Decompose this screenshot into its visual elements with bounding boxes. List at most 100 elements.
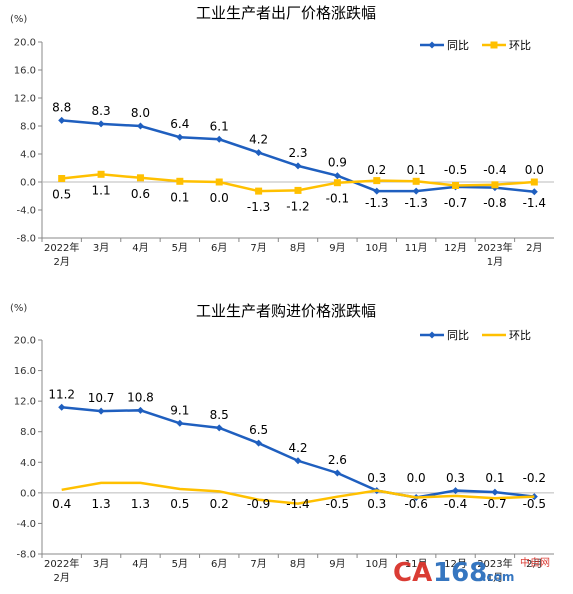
x-tick-label: 2月 (54, 572, 70, 584)
unit-label: (%) (10, 14, 27, 25)
data-label: 0.3 (446, 471, 465, 485)
x-tick-label: 2022年 (44, 241, 79, 254)
data-label: 10.7 (88, 391, 115, 405)
x-tick-label: 1月 (487, 572, 503, 584)
data-label: -1.2 (286, 199, 309, 213)
y-tick-label: 0.0 (20, 178, 36, 189)
y-tick-label: 16.0 (14, 66, 36, 77)
x-tick-label: 2月 (54, 256, 70, 268)
x-tick-label: 7月 (250, 242, 266, 254)
data-point (215, 178, 223, 186)
x-tick-label: 5月 (172, 242, 188, 254)
data-label: -0.1 (326, 192, 349, 206)
data-label: -1.4 (523, 196, 546, 210)
data-label: 0.9 (328, 156, 347, 170)
y-tick-label: -8.0 (16, 550, 36, 561)
x-tick-label: 6月 (211, 242, 227, 254)
legend-marker (490, 41, 498, 49)
data-point (255, 149, 263, 157)
data-point (97, 120, 105, 128)
data-label: -0.4 (483, 163, 506, 177)
data-point (333, 172, 341, 180)
data-point (176, 419, 184, 427)
legend-label: 同比 (447, 329, 469, 342)
data-point (530, 188, 538, 196)
data-label: -0.8 (483, 196, 506, 210)
data-point (373, 177, 381, 185)
x-tick-label: 12月 (444, 558, 467, 570)
x-tick-label: 8月 (290, 242, 306, 254)
data-label: -1.4 (286, 497, 309, 511)
data-label: 0.2 (367, 163, 386, 177)
data-point (452, 182, 460, 189)
x-tick-label: 10月 (365, 558, 388, 570)
watermark-logo: CA 168 .com 中自网 (393, 556, 550, 588)
legend-marker (428, 41, 436, 49)
data-point (491, 181, 499, 189)
data-label: 6.5 (249, 423, 268, 437)
x-tick-label: 12月 (444, 242, 467, 254)
data-point (412, 177, 420, 185)
x-tick-label: 10月 (365, 242, 388, 254)
data-point (215, 424, 223, 432)
data-label: -0.6 (404, 497, 427, 511)
data-label: 0.5 (52, 188, 71, 202)
data-label: -1.3 (404, 196, 427, 210)
data-label: -0.9 (247, 497, 270, 511)
x-tick-label: 1月 (487, 256, 503, 268)
data-label: -0.7 (444, 196, 467, 210)
data-label: -0.7 (483, 497, 506, 511)
data-point (333, 179, 341, 187)
y-tick-label: -4.0 (16, 206, 36, 217)
x-tick-label: 11月 (405, 558, 428, 570)
x-tick-label: 2023年 (477, 241, 512, 254)
data-point (412, 187, 420, 195)
data-label: -0.2 (523, 471, 546, 485)
ppi-chart: 工业生产者出厂价格涨跌幅 (%) 20.0 16.0 12.0 8.0 4.0 0.0 -4.0… (10, 4, 554, 268)
data-label: -0.4 (444, 497, 467, 511)
data-point (136, 174, 144, 182)
data-point (136, 122, 144, 130)
chart-title: 工业生产者出厂价格涨跌幅 (196, 4, 376, 22)
series-line-mom (61, 481, 535, 505)
data-label: 11.2 (48, 387, 75, 401)
data-label: -0.5 (523, 497, 546, 511)
purchase-price-chart: 工业生产者购进价格涨跌幅 (%) 20.0 16.0 12.0 8.0 4.0 0.0 -4.0… (10, 302, 554, 584)
x-tick-label: 9月 (329, 242, 345, 254)
x-tick-label: 2023年 (477, 557, 512, 570)
x-tick-label: 4月 (132, 558, 148, 570)
data-label: 1.3 (92, 497, 111, 511)
chart-title: 工业生产者购进价格涨跌幅 (196, 302, 376, 320)
watermark-com: .com (482, 570, 514, 584)
data-point (294, 162, 302, 170)
data-label: 0.4 (52, 497, 71, 511)
data-label: 0.3 (367, 497, 386, 511)
x-tick-label: 9月 (329, 558, 345, 570)
data-label: 0.0 (210, 191, 229, 205)
data-label: 2.3 (288, 146, 307, 160)
data-label: -0.5 (444, 163, 467, 177)
x-tick-label: 11月 (405, 242, 428, 254)
watermark-168: 168 (433, 558, 487, 588)
data-label: 8.5 (210, 408, 229, 422)
y-tick-label: 4.0 (20, 150, 36, 161)
y-tick-label: 12.0 (14, 397, 36, 408)
data-label: 0.0 (525, 163, 544, 177)
y-tick-label: 8.0 (20, 122, 36, 133)
data-label: -1.3 (247, 200, 270, 214)
data-label: 6.1 (210, 119, 229, 133)
x-tick-label: 3月 (93, 558, 109, 570)
y-tick-label: 0.0 (20, 488, 36, 499)
y-tick-label: -4.0 (16, 519, 36, 530)
data-point (97, 407, 105, 415)
x-tick-label: 4月 (132, 242, 148, 254)
data-label: 0.1 (407, 163, 426, 177)
legend-label: 同比 (447, 39, 469, 52)
data-label: 8.0 (131, 106, 150, 120)
legend-marker (428, 331, 436, 339)
data-point (136, 406, 144, 414)
y-tick-label: 20.0 (14, 38, 36, 49)
data-label: 0.5 (170, 497, 189, 511)
data-point (176, 133, 184, 141)
